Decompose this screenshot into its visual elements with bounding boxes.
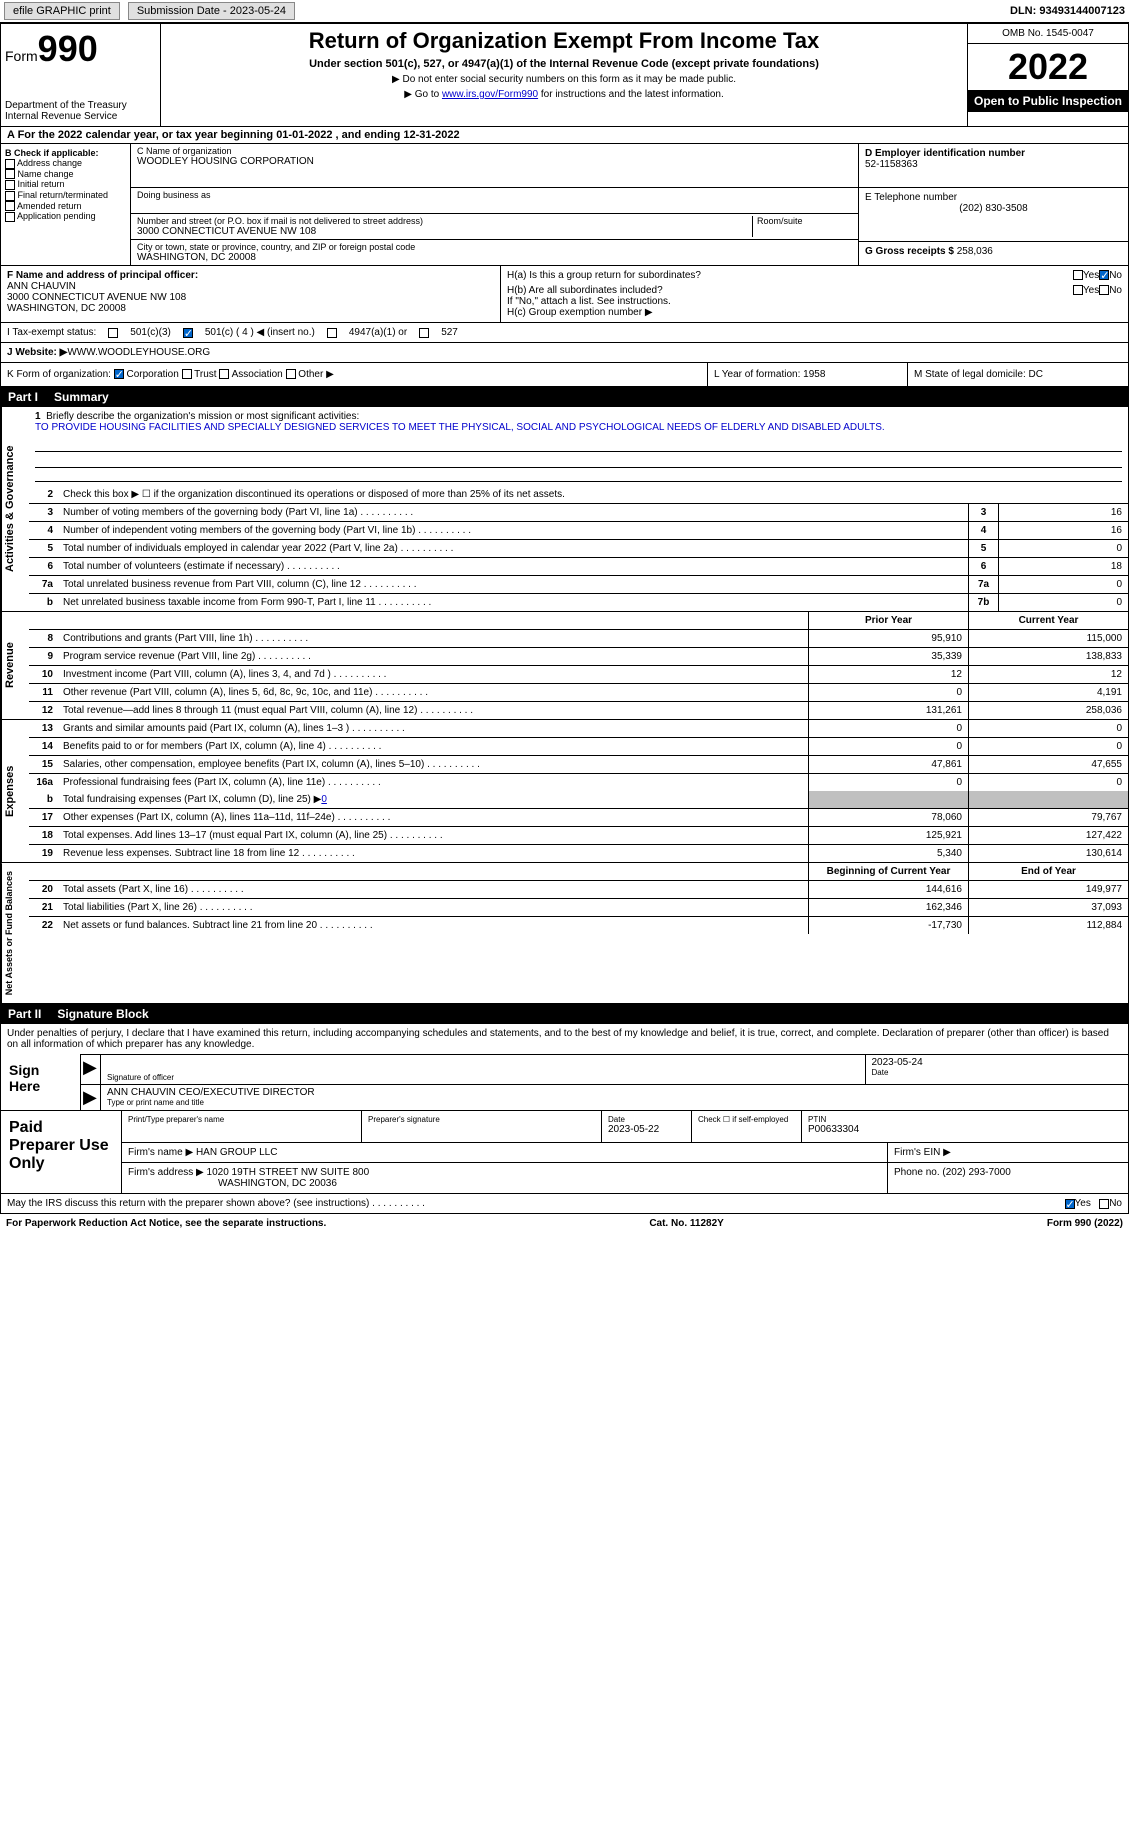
part1-header: Part ISummary xyxy=(0,387,1129,407)
ein-label: D Employer identification number xyxy=(865,148,1122,159)
firm-ein-label: Firm's EIN ▶ xyxy=(888,1143,1128,1162)
street-value: 3000 CONNECTICUT AVENUE NW 108 xyxy=(137,226,752,237)
discuss-question: May the IRS discuss this return with the… xyxy=(7,1198,425,1209)
declaration-text: Under penalties of perjury, I declare th… xyxy=(1,1024,1128,1054)
501c3-option: 501(c)(3) xyxy=(130,327,171,338)
line16b-value: 0 xyxy=(321,794,327,805)
prior-year-header: Prior Year xyxy=(808,612,968,629)
net-assets-label: Net Assets or Fund Balances xyxy=(1,863,29,1003)
cat-number: Cat. No. 11282Y xyxy=(649,1218,723,1229)
tax-year-row: A For the 2022 calendar year, or tax yea… xyxy=(0,127,1129,144)
city-value: WASHINGTON, DC 20008 xyxy=(137,252,852,263)
firm-phone: (202) 293-7000 xyxy=(942,1167,1010,1178)
hb-note: If "No," attach a list. See instructions… xyxy=(507,296,1122,307)
arrow-icon: ▶ xyxy=(81,1055,101,1084)
tax-status-label: I Tax-exempt status: xyxy=(7,327,96,338)
4947-option: 4947(a)(1) or xyxy=(349,327,407,338)
activities-governance-label: Activities & Governance xyxy=(1,407,29,611)
line16b-label: Total fundraising expenses (Part IX, col… xyxy=(63,794,321,805)
org-name-label: C Name of organization xyxy=(137,146,852,156)
year-box: OMB No. 1545-0047 2022 Open to Public In… xyxy=(968,24,1128,126)
form-id-box: Form990 Department of the Treasury Inter… xyxy=(1,24,161,126)
current-year-header: Current Year xyxy=(968,612,1128,629)
year-formation: L Year of formation: 1958 xyxy=(708,363,908,386)
prep-date: 2023-05-22 xyxy=(608,1124,685,1135)
part2-header: Part IISignature Block xyxy=(0,1004,1129,1024)
street-label: Number and street (or P.O. box if mail i… xyxy=(137,216,752,226)
form-footer: Form 990 (2022) xyxy=(1047,1218,1123,1229)
sig-date-value: 2023-05-24 xyxy=(872,1057,1123,1068)
state-domicile: M State of legal domicile: DC xyxy=(908,363,1128,386)
527-option: 527 xyxy=(441,327,458,338)
efile-print-button[interactable]: efile GRAPHIC print xyxy=(4,2,120,20)
officer-addr1: 3000 CONNECTICUT AVENUE NW 108 xyxy=(7,292,494,303)
firm-addr-label: Firm's address ▶ xyxy=(128,1167,204,1178)
ha-label: H(a) Is this a group return for subordin… xyxy=(507,270,1073,281)
form-org-label: K Form of organization: xyxy=(7,369,111,380)
city-label: City or town, state or province, country… xyxy=(137,242,852,252)
submission-date-button[interactable]: Submission Date - 2023-05-24 xyxy=(128,2,295,20)
form-title-box: Return of Organization Exempt From Incom… xyxy=(161,24,968,126)
line2-text: Check this box ▶ ☐ if the organization d… xyxy=(59,486,1128,503)
dln-text: DLN: 93493144007123 xyxy=(1010,5,1125,17)
officer-name-title: ANN CHAUVIN CEO/EXECUTIVE DIRECTOR xyxy=(107,1087,1122,1098)
501c-option: 501(c) ( 4 ) ◀ (insert no.) xyxy=(205,327,315,338)
irs-link[interactable]: www.irs.gov/Form990 xyxy=(442,89,538,100)
phone-label: E Telephone number xyxy=(865,192,1122,203)
officer-name: ANN CHAUVIN xyxy=(7,281,494,292)
print-name-label: Print/Type preparer's name xyxy=(128,1115,355,1124)
type-name-label: Type or print name and title xyxy=(107,1098,1122,1107)
end-year-header: End of Year xyxy=(968,863,1128,880)
firm-addr2: WASHINGTON, DC 20036 xyxy=(218,1178,337,1189)
paperwork-notice: For Paperwork Reduction Act Notice, see … xyxy=(6,1218,326,1229)
paid-preparer-label: Paid Preparer Use Only xyxy=(1,1111,121,1193)
firm-addr1: 1020 19TH STREET NW SUITE 800 xyxy=(207,1167,370,1178)
prep-sig-label: Preparer's signature xyxy=(368,1115,595,1124)
ein-value: 52-1158363 xyxy=(865,159,1122,170)
officer-addr2: WASHINGTON, DC 20008 xyxy=(7,303,494,314)
hc-label: H(c) Group exemption number ▶ xyxy=(507,307,1122,318)
ptin-value: P00633304 xyxy=(808,1124,1122,1135)
expenses-label: Expenses xyxy=(1,720,29,862)
checkbox-column-b: B Check if applicable: Address change Na… xyxy=(1,144,131,265)
gross-receipts-value: 258,036 xyxy=(957,246,993,257)
revenue-label: Revenue xyxy=(1,612,29,719)
sig-officer-label: Signature of officer xyxy=(107,1073,859,1082)
self-employed-check: Check ☐ if self-employed xyxy=(692,1111,802,1142)
firm-name: HAN GROUP LLC xyxy=(196,1147,278,1158)
website-value: WWW.WOODLEYHOUSE.ORG xyxy=(67,347,210,358)
website-label: J Website: ▶ xyxy=(7,347,67,358)
mission-label: Briefly describe the organization's miss… xyxy=(46,411,359,422)
room-label: Room/suite xyxy=(752,216,852,237)
mission-text: TO PROVIDE HOUSING FACILITIES AND SPECIA… xyxy=(35,422,1122,452)
arrow-icon: ▶ xyxy=(81,1085,101,1110)
officer-label: F Name and address of principal officer: xyxy=(7,270,494,281)
phone-value: (202) 830-3508 xyxy=(865,203,1122,214)
org-name: WOODLEY HOUSING CORPORATION xyxy=(137,156,852,167)
begin-year-header: Beginning of Current Year xyxy=(808,863,968,880)
firm-name-label: Firm's name ▶ xyxy=(128,1147,193,1158)
hb-label: H(b) Are all subordinates included? xyxy=(507,285,1073,296)
sig-date-label: Date xyxy=(872,1068,1123,1077)
gross-receipts-label: G Gross receipts $ xyxy=(865,246,957,257)
dba-label: Doing business as xyxy=(137,190,852,200)
sign-here-label: Sign Here xyxy=(1,1054,81,1110)
